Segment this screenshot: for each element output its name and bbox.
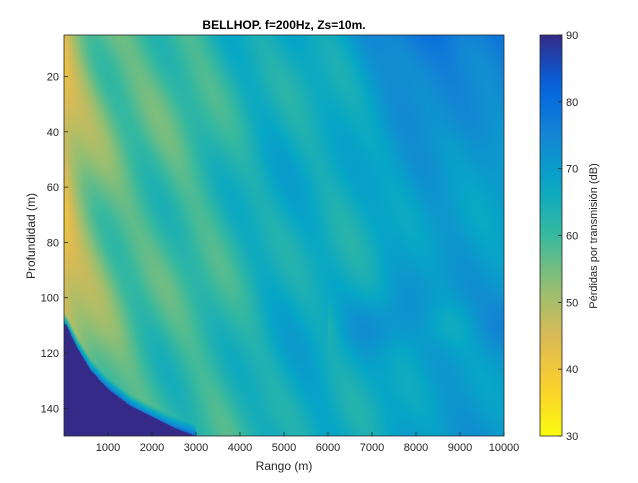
x-axis: 1000 2000 3000 4000 5000 6000 7000 8000 9000 1000…	[96, 432, 520, 454]
y-tick-label: 40	[47, 127, 59, 139]
y-tick-label: 140	[41, 403, 59, 415]
plot-area	[63, 34, 505, 437]
colorbar-tick-label: 90	[566, 30, 578, 42]
colorbar-label: Pérdidas por transmisión (dB)	[588, 163, 600, 309]
colorbar-tick-label: 70	[566, 164, 578, 176]
colorbar-tick-label: 50	[566, 297, 578, 309]
y-axis: 20 40 60 80 100 120 140	[41, 71, 68, 415]
x-tick-label: 5000	[272, 442, 296, 454]
colorbar-tick-label: 40	[566, 364, 578, 376]
y-tick-label: 100	[41, 293, 59, 305]
colorbar-tick-label: 80	[566, 97, 578, 109]
chart-title: BELLHOP. f=200Hz, Zs=10m.	[202, 18, 365, 32]
x-tick-label: 2000	[140, 442, 164, 454]
x-tick-label: 6000	[316, 442, 340, 454]
y-axis-label: Profundidad (m)	[24, 193, 38, 279]
x-tick-label: 3000	[184, 442, 208, 454]
y-tick-label: 80	[47, 237, 59, 249]
x-tick-label: 9000	[448, 442, 472, 454]
x-axis-label: Rango (m)	[256, 459, 313, 473]
colorbar-ticks: 30 40 50 60 70 80 90	[558, 30, 578, 443]
colorbar-tick-label: 30	[566, 431, 578, 443]
colorbar-tick-label: 60	[566, 231, 578, 243]
x-tick-label: 7000	[360, 442, 384, 454]
colorbar: 30 40 50 60 70 80 90 Pérdidas por transmisión …	[539, 30, 600, 443]
x-tick-label: 8000	[404, 442, 428, 454]
heatmap-image	[64, 35, 504, 436]
y-tick-label: 20	[47, 71, 59, 83]
x-tick-label: 4000	[228, 442, 252, 454]
x-tick-label: 1000	[96, 442, 120, 454]
x-tick-label: 10000	[489, 442, 520, 454]
y-tick-label: 60	[47, 182, 59, 194]
y-tick-label: 120	[41, 348, 59, 360]
